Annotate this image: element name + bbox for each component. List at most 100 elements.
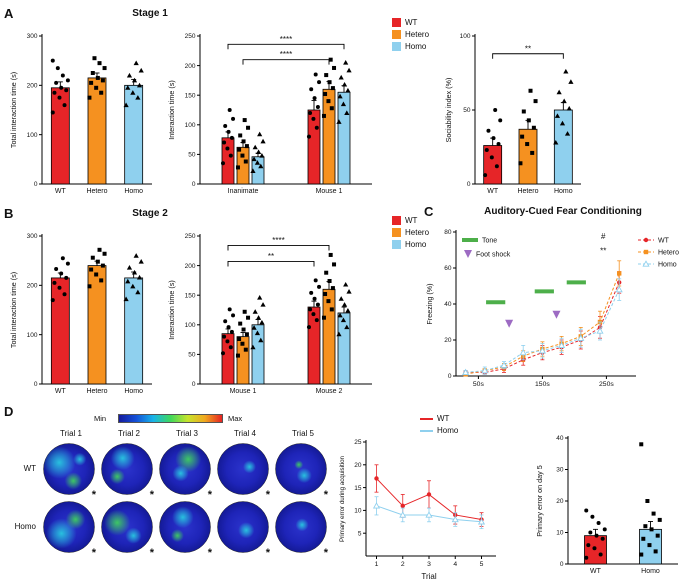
svg-text:1: 1 [375, 561, 379, 568]
svg-text:WT: WT [55, 388, 67, 395]
target-hole-marker: * [149, 489, 154, 501]
legend-label-hetero: Hetero [405, 30, 430, 39]
legend-label-hetero: Hetero [405, 228, 430, 237]
svg-text:Primary error during acquisiti: Primary error during acquisition [339, 455, 346, 542]
chart-stage2-interaction-time: 0 50 100 150 200 250 Interaction time (s) Mouse… [166, 222, 378, 402]
legend-item-wt: WT [392, 18, 429, 27]
panel-label-a: A [4, 6, 14, 21]
svg-text:Hetero: Hetero [86, 388, 107, 395]
svg-text:0: 0 [467, 181, 471, 188]
svg-text:Primary error on day 5: Primary error on day 5 [535, 465, 544, 537]
legend-item-wt: WT [420, 414, 458, 423]
colorbar-max-label: Max [228, 414, 243, 423]
target-hole-marker: * [149, 547, 154, 559]
svg-text:40: 40 [444, 301, 452, 308]
svg-text:4: 4 [453, 561, 457, 568]
svg-text:WT: WT [590, 568, 602, 575]
stage2-title: Stage 2 [132, 208, 168, 219]
svg-text:150s: 150s [535, 381, 550, 388]
genotype-row-label: Homo [14, 522, 36, 531]
svg-text:100: 100 [185, 122, 196, 129]
legend-item-hetero: Hetero [392, 30, 429, 39]
svg-text:0: 0 [448, 373, 452, 380]
heatmap-cell: * [100, 442, 158, 501]
heatmap-cell: * [274, 442, 332, 501]
heatmap-cell: * [42, 442, 100, 501]
svg-text:250: 250 [185, 33, 196, 40]
svg-text:Foot shock: Foot shock [476, 252, 511, 259]
svg-text:0: 0 [34, 381, 38, 388]
svg-text:10: 10 [556, 530, 564, 537]
svg-text:**: ** [268, 252, 274, 261]
svg-text:100: 100 [27, 332, 38, 339]
svg-text:150: 150 [185, 292, 196, 299]
legend-label-wt: WT [405, 18, 418, 27]
panel-label-d: D [4, 404, 14, 419]
svg-text:WT: WT [55, 188, 67, 195]
svg-text:Interaction time (s): Interaction time (s) [167, 80, 176, 140]
svg-text:Trial: Trial [421, 572, 436, 581]
trial-label: Trial 2 [118, 429, 140, 438]
genotype-row-label: WT [23, 464, 36, 473]
wt-swatch [392, 18, 401, 27]
colorbar [118, 414, 223, 423]
svg-text:****: **** [280, 50, 292, 59]
svg-text:0: 0 [192, 381, 196, 388]
svg-text:50: 50 [188, 152, 196, 159]
legend-acquisition: WT Homo [420, 414, 459, 435]
hetero-swatch [392, 228, 401, 237]
legend-item-homo: Homo [420, 426, 458, 435]
svg-text:100: 100 [27, 132, 38, 139]
svg-text:2: 2 [401, 561, 405, 568]
legend-item-homo: Homo [392, 240, 429, 249]
legend-stage2: WT Hetero Homo [392, 216, 429, 249]
svg-text:**: ** [600, 247, 606, 256]
svg-text:Hetero: Hetero [517, 188, 538, 195]
target-hole-marker: * [323, 547, 328, 559]
svg-text:60: 60 [444, 265, 452, 272]
trial-label: Trial 5 [292, 429, 314, 438]
wt-line-swatch [420, 417, 433, 420]
target-hole-marker: * [91, 489, 96, 501]
svg-text:150: 150 [185, 92, 196, 99]
svg-text:0: 0 [560, 561, 564, 568]
svg-text:Homo: Homo [124, 188, 143, 195]
svg-text:50: 50 [463, 107, 471, 114]
trial-label: Trial 4 [234, 429, 256, 438]
svg-text:WT: WT [658, 237, 670, 244]
chart-primary-error-acquisition: 5 10 15 20 25 1 2 3 4 5 Trial Primary error during … [336, 432, 502, 582]
legend-label-homo: Homo [437, 426, 459, 435]
svg-text:Mouse 2: Mouse 2 [316, 388, 343, 395]
svg-text:****: **** [272, 236, 284, 245]
chart-stage1-interaction-time: 0 50 100 150 200 250 Interaction time (s) Inani… [166, 22, 378, 202]
target-hole-marker: * [207, 547, 212, 559]
svg-text:Tone: Tone [482, 238, 497, 245]
svg-text:25: 25 [354, 439, 362, 446]
heatmap-panel: Min Max Trial 1 Trial 2 Trial 3 Trial 4 Tria… [8, 412, 338, 564]
svg-text:****: **** [280, 35, 292, 44]
heatmap-cell: * [100, 500, 158, 559]
svg-text:300: 300 [27, 33, 38, 40]
svg-text:50s: 50s [473, 381, 485, 388]
svg-text:0: 0 [192, 181, 196, 188]
svg-text:20: 20 [444, 337, 452, 344]
svg-text:200: 200 [185, 63, 196, 70]
target-hole-marker: * [265, 489, 270, 501]
svg-text:100: 100 [185, 322, 196, 329]
chart-primary-error-day5: 0 10 20 30 40 Primary error on day 5 WT Homo [534, 426, 694, 582]
heatmap-cell: * [274, 500, 332, 559]
svg-text:40: 40 [556, 435, 564, 442]
svg-text:200: 200 [27, 283, 38, 290]
legend-label-homo: Homo [405, 240, 427, 249]
svg-text:Homo: Homo [124, 388, 143, 395]
heatmap-cell: * [216, 442, 274, 501]
chart-stage1-total-interaction: 0 100 200 300 Total interaction time (s) WT He… [8, 22, 158, 202]
colorbar-min-label: Min [94, 414, 107, 423]
svg-text:Hetero: Hetero [86, 188, 107, 195]
homo-line-swatch [420, 429, 433, 432]
svg-text:3: 3 [427, 561, 431, 568]
target-hole-marker: * [91, 547, 96, 559]
svg-text:Homo: Homo [658, 261, 677, 268]
svg-text:15: 15 [354, 485, 362, 492]
